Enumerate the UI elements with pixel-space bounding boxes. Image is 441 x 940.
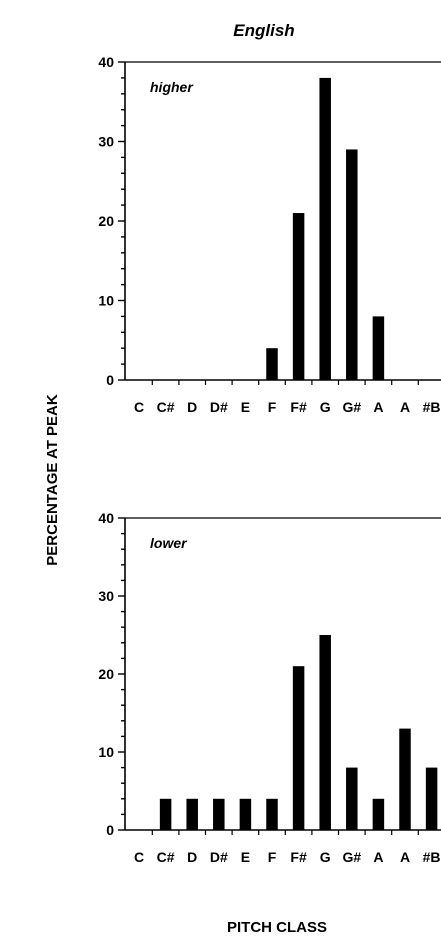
- bar: [239, 798, 252, 830]
- bar: [319, 635, 331, 830]
- y-tick-label: 40: [98, 510, 114, 526]
- y-tick-label: 10: [98, 744, 114, 760]
- x-category-label: E: [241, 849, 250, 865]
- x-category-label: #B: [423, 849, 441, 865]
- x-category-label: E: [241, 399, 250, 415]
- chart-title: English: [233, 21, 294, 40]
- x-category-label: D: [187, 399, 197, 415]
- x-category-label: F: [268, 399, 277, 415]
- y-tick-label: 30: [98, 588, 114, 604]
- x-category-label: C#: [157, 399, 175, 415]
- y-tick-label: 10: [98, 293, 114, 309]
- bar: [425, 767, 438, 830]
- x-category-label: #B: [423, 399, 441, 415]
- x-category-label: C: [134, 399, 144, 415]
- y-tick-label: 0: [106, 372, 114, 388]
- x-category-label: F: [268, 849, 277, 865]
- bar: [292, 666, 305, 830]
- y-tick-label: 40: [98, 54, 114, 70]
- x-category-label: G: [320, 849, 331, 865]
- x-axis-label: PITCH CLASS: [227, 919, 327, 936]
- panel-lower: 0 10 20 30 40 C C# D D# E F F# G G# A A #B lower: [98, 510, 441, 865]
- bar: [346, 149, 358, 380]
- bar: [399, 728, 411, 830]
- x-category-label: A: [400, 399, 410, 415]
- bar: [372, 798, 385, 830]
- bar: [213, 798, 225, 830]
- x-category-label: A: [373, 849, 383, 865]
- bar: [346, 767, 358, 830]
- bar: [266, 348, 278, 380]
- x-category-label: A: [373, 399, 383, 415]
- x-category-label: F#: [290, 849, 307, 865]
- x-category-label: D#: [210, 399, 228, 415]
- x-category-label: G#: [342, 849, 361, 865]
- y-axis-label: PERCENTAGE AT PEAK: [44, 394, 61, 566]
- bar: [372, 316, 385, 380]
- x-category-label: C#: [157, 849, 175, 865]
- x-category-label: F#: [290, 399, 307, 415]
- y-tick-label: 0: [106, 822, 114, 838]
- x-category-label: G#: [342, 399, 361, 415]
- x-category-label: D#: [210, 849, 228, 865]
- bar: [292, 213, 305, 380]
- x-category-label: G: [320, 399, 331, 415]
- bar: [186, 798, 198, 830]
- panel-label: lower: [150, 535, 188, 551]
- panel-label: higher: [150, 79, 194, 95]
- bar: [266, 798, 278, 830]
- bar: [159, 798, 172, 830]
- y-tick-label: 20: [98, 666, 114, 682]
- x-category-label: D: [187, 849, 197, 865]
- x-category-label: A: [400, 849, 410, 865]
- bar: [319, 77, 331, 381]
- panel-higher: 0 10 20 30 40 C C# D D# E F F# G G# A A #B higher: [98, 54, 441, 415]
- x-category-label: C: [134, 849, 144, 865]
- y-tick-label: 20: [98, 213, 114, 229]
- y-tick-label: 30: [98, 134, 114, 150]
